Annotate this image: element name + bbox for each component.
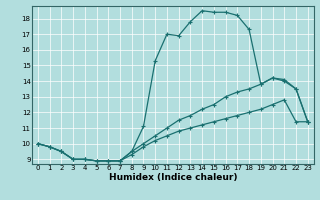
X-axis label: Humidex (Indice chaleur): Humidex (Indice chaleur)	[108, 173, 237, 182]
